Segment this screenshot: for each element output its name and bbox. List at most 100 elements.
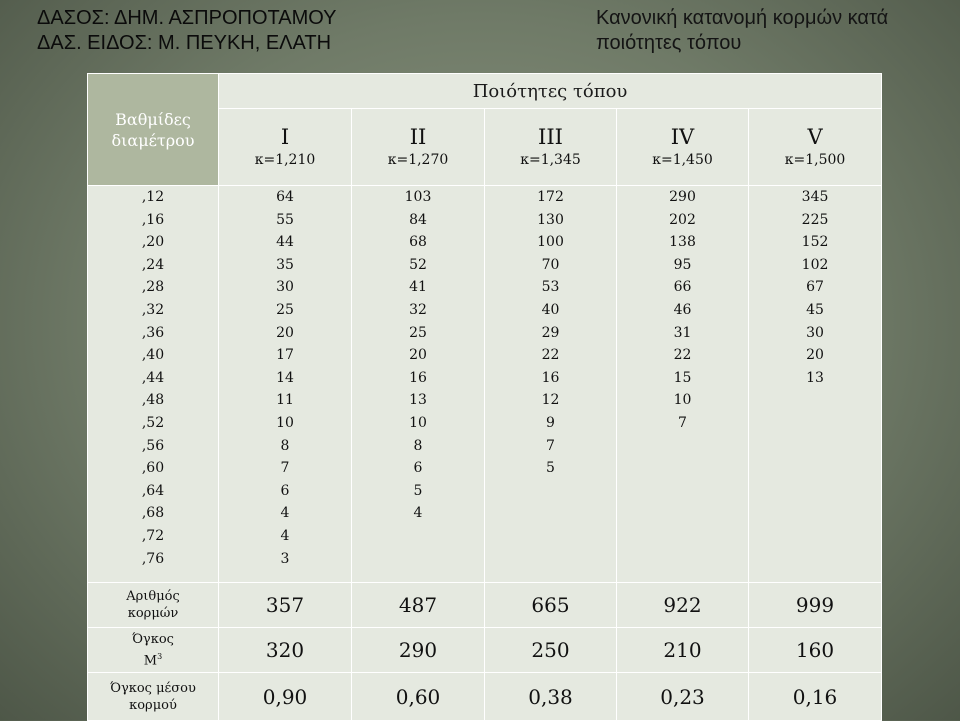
slide-title: Κανονική κατανομή κορμών κατά ποιότητες … (596, 6, 888, 56)
tree-count-value: 103 (404, 189, 432, 205)
summary-label-line1: Όγκος μέσου (110, 680, 196, 696)
tree-count-value: 55 (276, 211, 294, 228)
diameter-class-header: Βαθμίδες διαμέτρου (87, 73, 219, 186)
diameter-class-value: ,68 (141, 505, 165, 522)
summary-value: 0,90 (218, 672, 352, 721)
tree-count-value: 10 (276, 414, 294, 431)
summary-value: 0,16 (747, 672, 883, 721)
tree-count-value: 8 (413, 437, 423, 454)
tree-count-value: 6 (280, 482, 290, 499)
diameter-class-value: ,72 (141, 527, 165, 544)
diameter-class-value: ,20 (141, 234, 165, 251)
tree-count-value: 6 (413, 460, 423, 477)
tree-count-value: 84 (409, 211, 427, 228)
summary-value: 210 (616, 627, 749, 673)
tree-count-value: 45 (806, 301, 824, 318)
tree-count-value: 100 (537, 234, 564, 251)
tree-count-value: 7 (280, 460, 290, 477)
summary-value: 922 (616, 582, 749, 628)
tree-count-value: 30 (806, 324, 824, 341)
tree-count-value: 22 (541, 347, 560, 364)
diameter-class-value: ,32 (141, 301, 165, 318)
quality-column-values: 103 84 68 52 41 32 25 20 16 13 10 8 6 5 4 (351, 185, 485, 583)
summary-label-line2: κορμών (127, 606, 179, 621)
tree-count-value: 10 (673, 392, 692, 409)
diameter-class-value: ,76 (141, 550, 165, 567)
tree-count-value: 4 (280, 527, 290, 544)
diameter-class-value: ,16 (141, 211, 165, 228)
tree-count-value: 5 (413, 482, 423, 499)
summary-label-line1: Αριθμός (126, 589, 180, 604)
quality-column-values: 64 55 44 35 30 25 20 17 14 11 10 8 7 6 4 4 3 (218, 185, 352, 583)
summary-value: 999 (747, 582, 883, 628)
slide-title-line1: Κανονική κατανομή κορμών κατά (596, 7, 889, 29)
summary-row: Όγκος μέσου κορμού 0,90 0,60 0,38 0,23 0,… (87, 672, 883, 721)
summary-row: Αριθμός κορμών 357 487 665 922 999 (87, 582, 883, 628)
diameter-class-value: ,64 (141, 482, 165, 499)
quality-class-roman: III (538, 125, 563, 149)
summary-value: 357 (218, 582, 352, 628)
diameter-class-value: ,44 (141, 369, 165, 386)
diameter-class-value: ,28 (141, 279, 165, 296)
quality-column-values: 172 130 100 70 53 40 29 22 16 12 9 7 5 (484, 185, 617, 583)
tree-count-value: 11 (276, 392, 294, 409)
diameter-class-value: ,24 (141, 256, 165, 273)
tree-count-value: 14 (276, 369, 294, 386)
diameter-class-value: ,52 (141, 414, 165, 431)
diameter-class-value: ,12 (141, 189, 165, 205)
diameter-class-value: ,40 (141, 347, 165, 364)
quality-class-k: κ=1,270 (387, 152, 449, 168)
tree-count-value: 3 (280, 550, 290, 567)
tree-count-value: 46 (673, 301, 692, 318)
diameter-class-value: ,36 (141, 324, 165, 341)
summary-label-superscript: 3 (157, 651, 163, 661)
tree-count-value: 7 (678, 414, 687, 431)
summary-label: Όγκος Μ3 (87, 627, 219, 673)
summary-label: Αριθμός κορμών (87, 582, 219, 628)
quality-class-k: κ=1,345 (520, 152, 581, 168)
tree-count-value: 225 (801, 211, 829, 228)
tree-count-value: 13 (806, 369, 824, 386)
tree-count-value: 345 (801, 189, 829, 205)
diameter-class-value: ,60 (141, 460, 165, 477)
tree-count-value: 41 (409, 279, 427, 296)
tree-count-value: 9 (546, 414, 555, 431)
tree-count-value: 13 (409, 392, 427, 409)
tree-count-value: 67 (806, 279, 824, 296)
tree-count-value: 7 (546, 437, 555, 454)
tree-count-value: 29 (541, 324, 560, 341)
quality-class-roman: V (807, 125, 823, 149)
forest-header: ΔΑΣΟΣ: ΔΗΜ. ΑΣΠΡΟΠΟΤΑΜΟΥ ΔΑΣ. ΕΙΔΟΣ: Μ. … (37, 6, 337, 56)
tree-count-value: 12 (541, 392, 560, 409)
tree-count-value: 202 (669, 211, 696, 228)
tree-count-value: 102 (801, 256, 829, 273)
site-quality-title: Ποιότητες τόπου (217, 73, 883, 109)
quality-class-k: κ=1,210 (254, 152, 316, 168)
tree-count-value: 64 (276, 189, 294, 205)
summary-label-line2: κορμού (129, 697, 177, 713)
tree-count-value: 30 (276, 279, 294, 296)
tree-count-value: 10 (409, 414, 427, 431)
tree-count-value: 16 (409, 369, 427, 386)
summary-value: 0,23 (616, 672, 749, 721)
tree-count-value: 20 (409, 347, 427, 364)
forest-name: ΔΑΣΟΣ: ΔΗΜ. ΑΣΠΡΟΠΟΤΑΜΟΥ (37, 7, 337, 29)
summary-value: 0,60 (351, 672, 485, 721)
quality-class-roman: IV (670, 125, 695, 149)
tree-count-value: 22 (673, 347, 692, 364)
tree-count-value: 40 (541, 301, 560, 318)
summary-value: 160 (747, 627, 883, 673)
tree-count-value: 44 (276, 234, 294, 251)
tree-count-value: 70 (541, 256, 560, 273)
tree-count-value: 5 (546, 460, 555, 477)
diameter-class-list: ,12 ,16 ,20 ,24 ,28 ,32 ,36 ,40 ,44 ,48 ,52 ,56 ,60,… (87, 185, 219, 583)
summary-label: Όγκος μέσου κορμού (87, 672, 219, 721)
tree-count-value: 53 (541, 279, 560, 296)
tree-count-value: 31 (673, 324, 692, 341)
quality-class-header: IV κ=1,450 (616, 108, 749, 186)
summary-value: 250 (484, 627, 617, 673)
